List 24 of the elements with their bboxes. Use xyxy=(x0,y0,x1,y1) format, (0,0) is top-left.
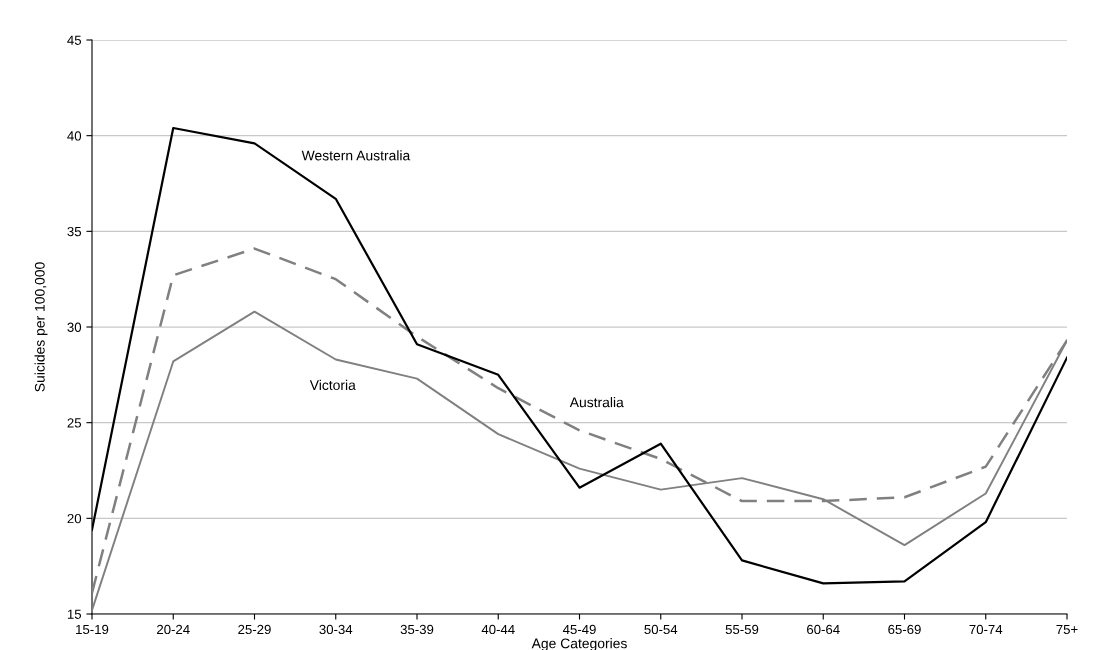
x-tick-label: 55-59 xyxy=(725,624,759,635)
x-tick-label: 65-69 xyxy=(888,624,921,635)
x-tick-label: 70-74 xyxy=(969,624,1003,635)
y-tick-label: 20 xyxy=(67,513,82,524)
x-tick-label: 35-39 xyxy=(400,624,434,635)
y-tick-label: 25 xyxy=(67,418,82,428)
x-tick-label: 20-24 xyxy=(157,624,190,635)
y-tick-label: 35 xyxy=(67,226,82,237)
y-tick-label: 40 xyxy=(67,131,82,141)
x-tick-label: 15-19 xyxy=(76,624,109,635)
x-tick-label: 50-54 xyxy=(644,624,678,635)
y-tick-label: 15 xyxy=(67,609,82,619)
x-tick-label: 40-44 xyxy=(481,624,515,635)
series-label: Victoria xyxy=(309,379,356,391)
x-tick-label: 60-64 xyxy=(807,624,840,635)
x-tick-label: 25-29 xyxy=(238,624,271,635)
y-tick-label: 45 xyxy=(67,35,82,45)
series-label: Australia xyxy=(569,397,624,408)
x-tick-label: 30-34 xyxy=(319,624,353,635)
y-tick-label: 30 xyxy=(67,322,82,332)
series-label: Western Australia xyxy=(301,150,411,161)
x-tick-label: 75+ xyxy=(1056,624,1078,635)
x-tick-label: 45-49 xyxy=(562,624,596,635)
y-axis-title: Suicides per 100,000 xyxy=(34,262,48,392)
